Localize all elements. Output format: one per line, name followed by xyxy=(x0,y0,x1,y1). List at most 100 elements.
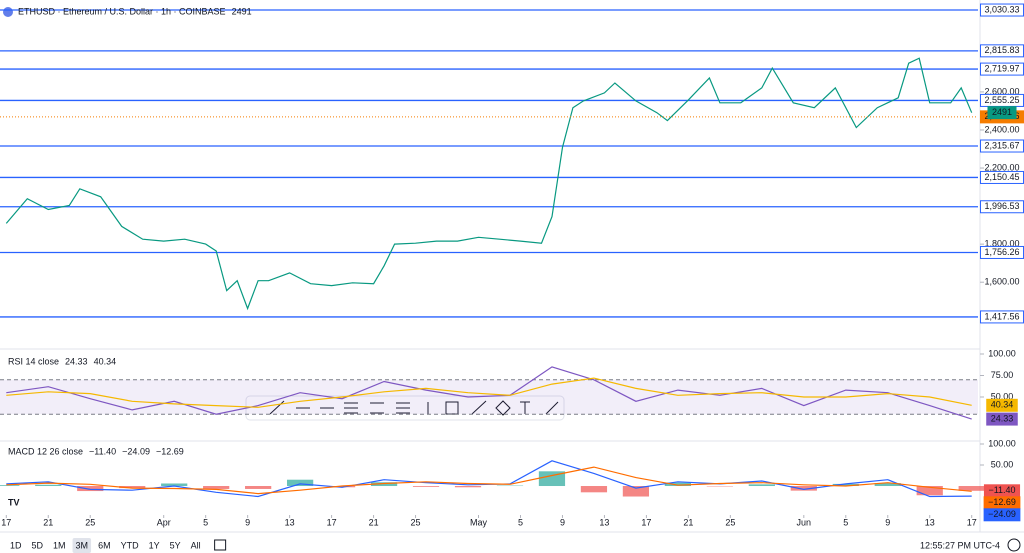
calendar-icon[interactable] xyxy=(214,539,227,551)
range-button[interactable]: 1Y xyxy=(149,540,160,550)
symbol-icon xyxy=(3,7,13,17)
y-tick-label: 1,600.00 xyxy=(984,277,1019,287)
x-tick-label: 21 xyxy=(683,517,693,527)
histogram-bar xyxy=(35,484,62,487)
x-tick-label: 13 xyxy=(925,517,935,527)
histogram-bar xyxy=(245,486,272,489)
x-tick-label: 21 xyxy=(369,517,379,527)
y-tick-label: 1,800.00 xyxy=(984,239,1019,249)
legend-value: −11.40 xyxy=(89,446,116,456)
range-button[interactable]: YTD xyxy=(121,540,140,550)
x-tick-label: 25 xyxy=(725,517,735,527)
axis-badge-label: 1,756.26 xyxy=(984,247,1019,257)
legend-title: RSI 14 close xyxy=(8,356,59,366)
legend-value: −12.69 xyxy=(156,446,184,456)
range-button[interactable]: 1D xyxy=(10,540,22,550)
legend-value: 24.33 xyxy=(65,356,88,366)
y-tick-label: 2,200.00 xyxy=(984,162,1019,172)
axis-badge xyxy=(986,398,1018,412)
axis-badge-label: 2,719.97 xyxy=(984,63,1019,73)
x-tick-label: 13 xyxy=(285,517,295,527)
histogram-bar xyxy=(286,479,314,487)
axis-badge-label: −24.09 xyxy=(988,509,1016,519)
range-button[interactable]: All xyxy=(191,540,201,550)
histogram-bar xyxy=(748,484,775,487)
legend-title: MACD 12 26 close xyxy=(8,446,83,456)
x-tick-label: 25 xyxy=(85,517,95,527)
axis-badge xyxy=(983,508,1021,522)
axis-badge-label: 1,996.53 xyxy=(984,201,1019,211)
y-tick-label: 100.00 xyxy=(988,348,1016,358)
x-tick-label: 9 xyxy=(885,517,890,527)
range-button[interactable]: 5Y xyxy=(170,540,181,550)
x-tick-label: 21 xyxy=(43,517,53,527)
range-button[interactable]: 3M xyxy=(76,540,89,550)
range-button[interactable]: 5D xyxy=(32,540,44,550)
histogram-bar xyxy=(622,486,650,497)
legend-value: −24.09 xyxy=(122,446,150,456)
series-line xyxy=(5,57,973,311)
histogram-bar xyxy=(958,486,985,491)
histogram-bar xyxy=(664,482,692,487)
x-tick-label: Jun xyxy=(797,517,812,527)
x-tick-label: 25 xyxy=(411,517,421,527)
x-tick-label: 5 xyxy=(518,517,523,527)
bottom-bar: 1D 5D 1M 3M 6M YTD 1Y 5Y All 12:55:27 PM UTC-4 xyxy=(10,538,1000,553)
histogram-bar xyxy=(370,482,398,487)
range-active xyxy=(72,538,92,553)
histogram-bar xyxy=(580,486,608,493)
axis-badge-label: 3,030.33 xyxy=(984,4,1019,14)
y-tick-label: 50.00 xyxy=(991,459,1014,469)
histogram-bar xyxy=(77,486,104,492)
histogram-bar xyxy=(874,483,901,487)
legend-value: 2491 xyxy=(232,6,252,16)
axis-badge-label: 2,150.45 xyxy=(984,172,1019,182)
legend-title: ETHUSD · Ethereum / U.S. Dollar · 1h · C… xyxy=(18,6,226,16)
axis-badge-label: 2,555.25 xyxy=(984,95,1019,105)
x-tick-label: 9 xyxy=(245,517,250,527)
axis-badge-label: 24.33 xyxy=(991,413,1014,423)
range-button[interactable]: 6M xyxy=(98,540,111,550)
x-tick-label: 17 xyxy=(641,517,651,527)
y-tick-label: 2,600.00 xyxy=(984,86,1019,96)
clock: 12:55:27 PM UTC-4 xyxy=(920,540,1000,550)
y-tick-label: 2,400.00 xyxy=(984,124,1019,134)
series-line xyxy=(6,466,972,495)
y-tick-label: 75.00 xyxy=(991,370,1014,380)
x-tick-label: 5 xyxy=(843,517,848,527)
histogram-bar xyxy=(916,486,943,496)
histogram-bar xyxy=(790,486,817,491)
x-tick-label: 17 xyxy=(967,517,977,527)
x-tick-label: 5 xyxy=(203,517,208,527)
range-button[interactable]: 1M xyxy=(53,540,66,550)
axis-badge-label: 2491 xyxy=(992,107,1012,117)
histogram-bar xyxy=(454,486,482,488)
x-tick-label: 17 xyxy=(327,517,337,527)
logo: TV xyxy=(8,497,20,507)
x-tick-label: 13 xyxy=(599,517,609,527)
x-tick-label: 17 xyxy=(1,517,11,527)
x-tick-label: 9 xyxy=(560,517,565,527)
histogram-bar xyxy=(203,486,230,489)
histogram-bar xyxy=(538,471,566,487)
y-tick-label: 100.00 xyxy=(988,438,1016,448)
axis-badge xyxy=(987,106,1017,120)
y-tick-label: 50.00 xyxy=(991,391,1014,401)
histogram-bar xyxy=(832,483,859,487)
axis-badge-label: 2,815.83 xyxy=(984,45,1019,55)
axis-badge-label: 2,315.67 xyxy=(984,140,1019,150)
histogram-bar xyxy=(0,485,20,487)
series-line xyxy=(6,377,972,408)
histogram-bar xyxy=(161,483,188,487)
axis-badge-label: −11.40 xyxy=(988,485,1015,495)
settings-icon[interactable] xyxy=(1007,538,1021,552)
axis-badge xyxy=(986,412,1018,426)
x-tick-label: Apr xyxy=(157,517,171,527)
histogram-bar xyxy=(412,486,440,487)
axis-badge-label: 40.34 xyxy=(991,400,1014,410)
series-line xyxy=(6,366,972,420)
x-tick-label: May xyxy=(470,517,488,527)
histogram-bar xyxy=(119,486,146,489)
